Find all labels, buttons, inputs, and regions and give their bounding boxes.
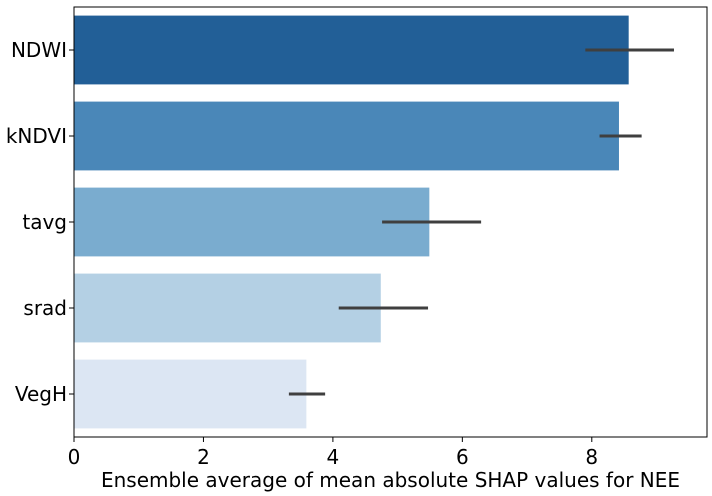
x-tick-label: 4 <box>327 445 340 469</box>
y-axis: NDWI kNDVI tavg srad VegH <box>6 38 74 406</box>
bar-srad <box>74 273 381 343</box>
bar-ndwi <box>74 15 629 85</box>
y-tick-label: VegH <box>15 382 67 406</box>
error-bars-layer <box>288 48 674 396</box>
bars-layer <box>74 15 629 429</box>
x-tick-label: 2 <box>197 445 210 469</box>
x-tick-label: 8 <box>585 445 598 469</box>
x-tick-label: 6 <box>456 445 469 469</box>
x-tick-label: 0 <box>68 445 81 469</box>
x-axis: 0 2 4 6 8 <box>68 437 598 469</box>
y-tick-label: tavg <box>22 210 67 234</box>
bar-kndvi <box>74 101 619 171</box>
y-tick-label: NDWI <box>11 38 67 62</box>
y-tick-label: srad <box>23 296 67 320</box>
x-axis-title: Ensemble average of mean absolute SHAP v… <box>101 468 680 492</box>
bar-tavg <box>74 187 430 257</box>
bar-vegh <box>74 359 307 429</box>
y-tick-label: kNDVI <box>6 124 67 148</box>
